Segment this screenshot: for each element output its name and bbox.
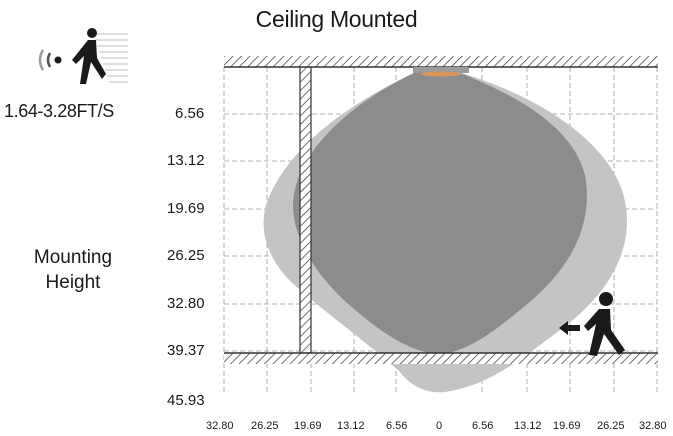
y-tick-label: 6.56 xyxy=(175,105,205,122)
motion-wave-walking-person-icon xyxy=(38,28,128,84)
inner-detection-zone xyxy=(292,72,587,355)
y-tick-label: 39.37 xyxy=(167,342,205,359)
x-tick-label: 13.12 xyxy=(337,420,365,432)
x-tick-label: 26.25 xyxy=(251,420,279,432)
x-tick-label: 0 xyxy=(436,420,443,432)
y-tick-label: 13.12 xyxy=(167,152,205,169)
left-arrow-icon xyxy=(559,321,580,335)
x-tick-label: 6.56 xyxy=(386,420,408,432)
x-tick-label: 6.56 xyxy=(472,420,494,432)
x-tick-label: 32.80 xyxy=(639,420,667,432)
y-tick-label: 26.25 xyxy=(167,247,205,264)
y-tick-label: 32.80 xyxy=(167,295,205,312)
walking-person-icon xyxy=(584,292,625,356)
mounting-height-label-line1: Mounting xyxy=(33,247,113,268)
x-tick-label: 19.69 xyxy=(294,420,322,432)
wall xyxy=(299,66,312,354)
x-tick-label: 19.69 xyxy=(553,420,581,432)
x-tick-label: 13.12 xyxy=(514,420,542,432)
x-tick-label: 26.25 xyxy=(597,420,625,432)
ceiling xyxy=(224,56,658,67)
speed-label: 1.64-3.28FT/S xyxy=(4,101,114,121)
y-tick-label: 19.69 xyxy=(167,200,205,217)
floor xyxy=(224,353,658,364)
ceiling-sensor xyxy=(413,67,469,77)
mounting-height-label-line2: Height xyxy=(45,272,101,293)
y-tick-label: 45.93 xyxy=(167,392,205,409)
x-tick-label: 32.80 xyxy=(206,420,234,432)
diagram-title: Ceiling Mounted xyxy=(255,6,418,32)
mounting-height-label: Mounting Height xyxy=(20,245,126,295)
